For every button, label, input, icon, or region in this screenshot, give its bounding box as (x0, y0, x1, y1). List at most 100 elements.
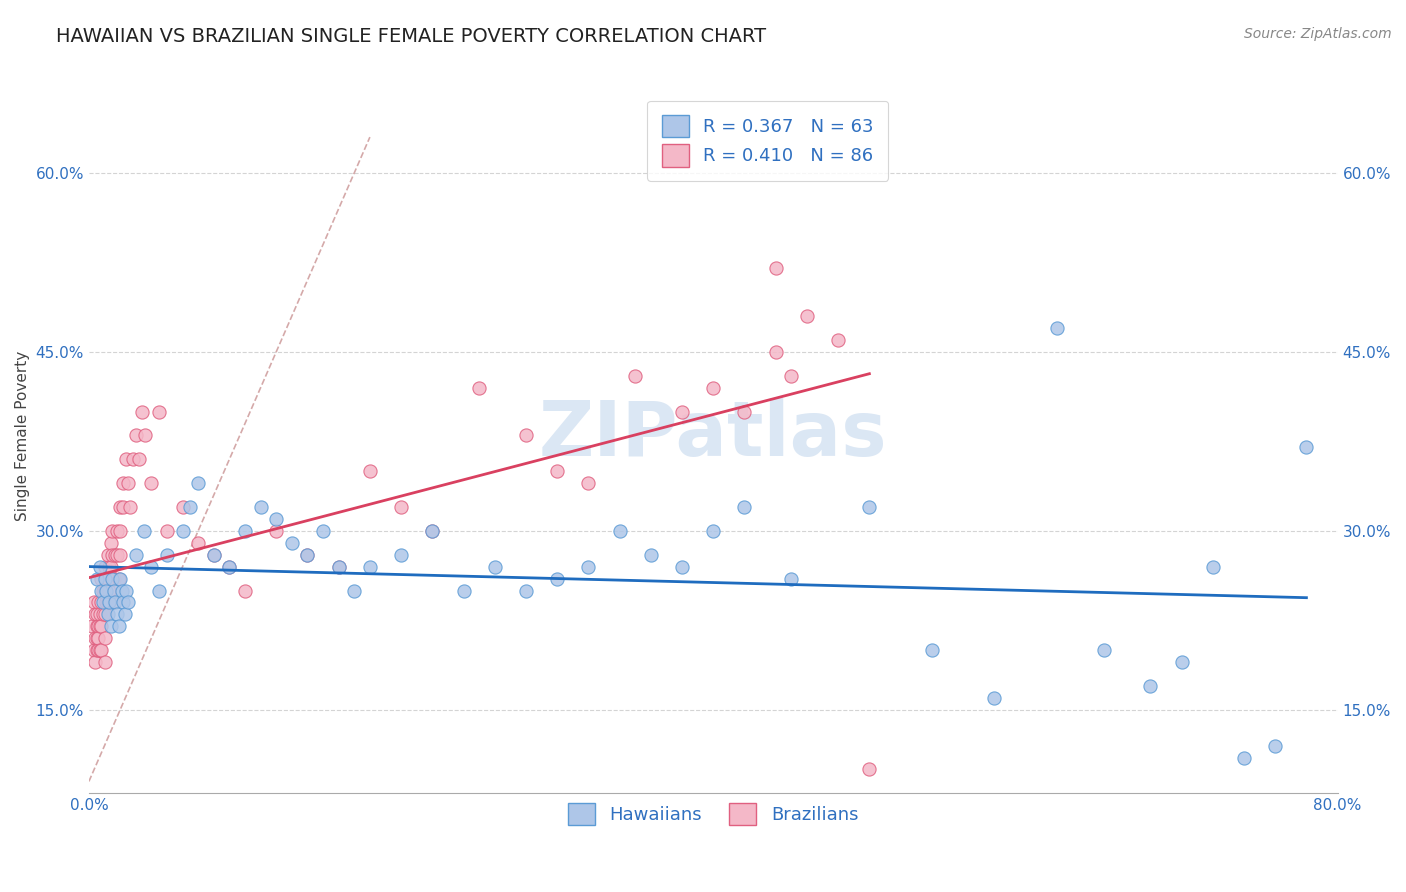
Point (1295, 440, 1317, 454)
Point (1202, 559, 1225, 574)
Point (108, 524, 131, 538)
Point (921, 643, 943, 657)
Point (114, 607, 136, 622)
Point (117, 595, 139, 609)
Point (121, 452, 143, 467)
Point (765, 261, 787, 276)
Point (420, 524, 443, 538)
Point (1170, 655, 1192, 669)
Point (90, 583, 112, 598)
Point (131, 404, 153, 418)
Point (83, 643, 105, 657)
Point (546, 464, 568, 478)
Point (101, 572, 124, 586)
Text: Source: ZipAtlas.com: Source: ZipAtlas.com (1244, 27, 1392, 41)
Point (89, 559, 111, 574)
Point (218, 559, 240, 574)
Point (118, 500, 141, 514)
Point (218, 559, 240, 574)
Point (125, 548, 148, 562)
Point (86, 572, 108, 586)
Point (97, 548, 120, 562)
Point (624, 368, 647, 383)
Point (389, 548, 412, 562)
Point (90, 643, 112, 657)
Point (104, 595, 127, 609)
Point (671, 559, 693, 574)
Text: ZIPatlas: ZIPatlas (538, 399, 887, 473)
Point (420, 524, 443, 538)
Point (91, 583, 114, 598)
Point (765, 344, 787, 359)
Point (858, 500, 880, 514)
Point (101, 524, 124, 538)
Point (179, 500, 201, 514)
Point (141, 476, 163, 491)
Point (107, 619, 129, 633)
Point (187, 535, 209, 549)
Point (94, 572, 117, 586)
Point (609, 524, 631, 538)
Point (93, 655, 115, 669)
Point (148, 404, 170, 418)
Point (89, 607, 111, 622)
Point (576, 476, 599, 491)
Point (983, 690, 1005, 705)
Point (702, 381, 724, 395)
Point (93, 572, 115, 586)
Point (84, 632, 107, 646)
Point (780, 368, 803, 383)
Point (202, 548, 225, 562)
Point (112, 476, 135, 491)
Point (156, 548, 179, 562)
Point (187, 476, 209, 491)
Point (389, 500, 412, 514)
Point (297, 548, 319, 562)
Point (86, 619, 108, 633)
Point (1264, 739, 1286, 753)
Point (90, 572, 112, 586)
Point (86, 607, 108, 622)
Point (98, 595, 121, 609)
Point (128, 452, 150, 467)
Point (359, 559, 381, 574)
Point (94, 583, 117, 598)
Y-axis label: Single Female Poverty: Single Female Poverty (15, 351, 30, 521)
Point (98, 559, 121, 574)
Point (515, 583, 537, 598)
Point (83, 595, 105, 609)
Point (1092, 643, 1115, 657)
Point (328, 559, 350, 574)
Point (103, 583, 125, 598)
Point (734, 404, 756, 418)
Point (105, 607, 128, 622)
Point (156, 524, 179, 538)
Point (100, 559, 122, 574)
Point (80, 619, 103, 633)
Text: HAWAIIAN VS BRAZILIAN SINGLE FEMALE POVERTY CORRELATION CHART: HAWAIIAN VS BRAZILIAN SINGLE FEMALE POVE… (56, 27, 766, 45)
Point (84, 655, 107, 669)
Point (108, 572, 131, 586)
Point (1139, 679, 1161, 693)
Point (484, 559, 506, 574)
Point (91, 607, 114, 622)
Point (105, 548, 128, 562)
Point (671, 404, 693, 418)
Point (328, 559, 350, 574)
Point (90, 619, 112, 633)
Point (103, 572, 125, 586)
Point (546, 572, 568, 586)
Point (93, 607, 115, 622)
Point (112, 595, 135, 609)
Point (172, 524, 194, 538)
Point (117, 476, 139, 491)
Point (87, 632, 110, 646)
Point (359, 464, 381, 478)
Point (90, 595, 112, 609)
Point (312, 524, 335, 538)
Point (86, 632, 108, 646)
Point (453, 583, 475, 598)
Point (148, 583, 170, 598)
Point (97, 595, 120, 609)
Point (108, 548, 131, 562)
